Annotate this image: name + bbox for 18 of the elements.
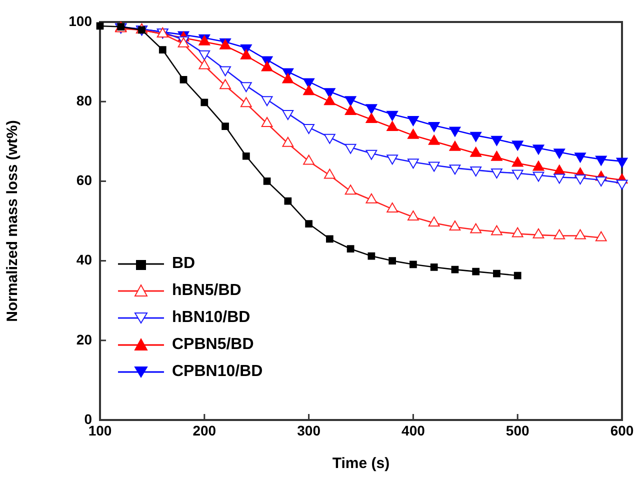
x-tick-label: 300 <box>297 422 321 438</box>
x-axis-title: Time (s) <box>332 455 390 472</box>
y-tick-label: 100 <box>68 12 92 29</box>
x-tick-label: 200 <box>192 422 216 438</box>
legend-label: CPBN5/BD <box>172 336 254 354</box>
legend-label: CPBN10/BD <box>172 362 263 380</box>
y-tick-label: 40 <box>76 252 92 268</box>
x-tick-label: 600 <box>610 422 634 438</box>
x-tick-label: 500 <box>506 422 530 438</box>
legend-label: BD <box>172 254 196 272</box>
y-tick-label: 80 <box>76 92 92 108</box>
legend-label: hBN5/BD <box>172 282 242 300</box>
y-tick-label: 60 <box>76 172 92 188</box>
y-tick-label: 0 <box>84 410 92 427</box>
x-tick-label: 400 <box>402 422 426 438</box>
legend-label: hBN10/BD <box>172 308 250 326</box>
y-tick-label: 20 <box>76 331 92 348</box>
y-axis-title: Normalized mass loss (wt%) <box>4 120 22 322</box>
